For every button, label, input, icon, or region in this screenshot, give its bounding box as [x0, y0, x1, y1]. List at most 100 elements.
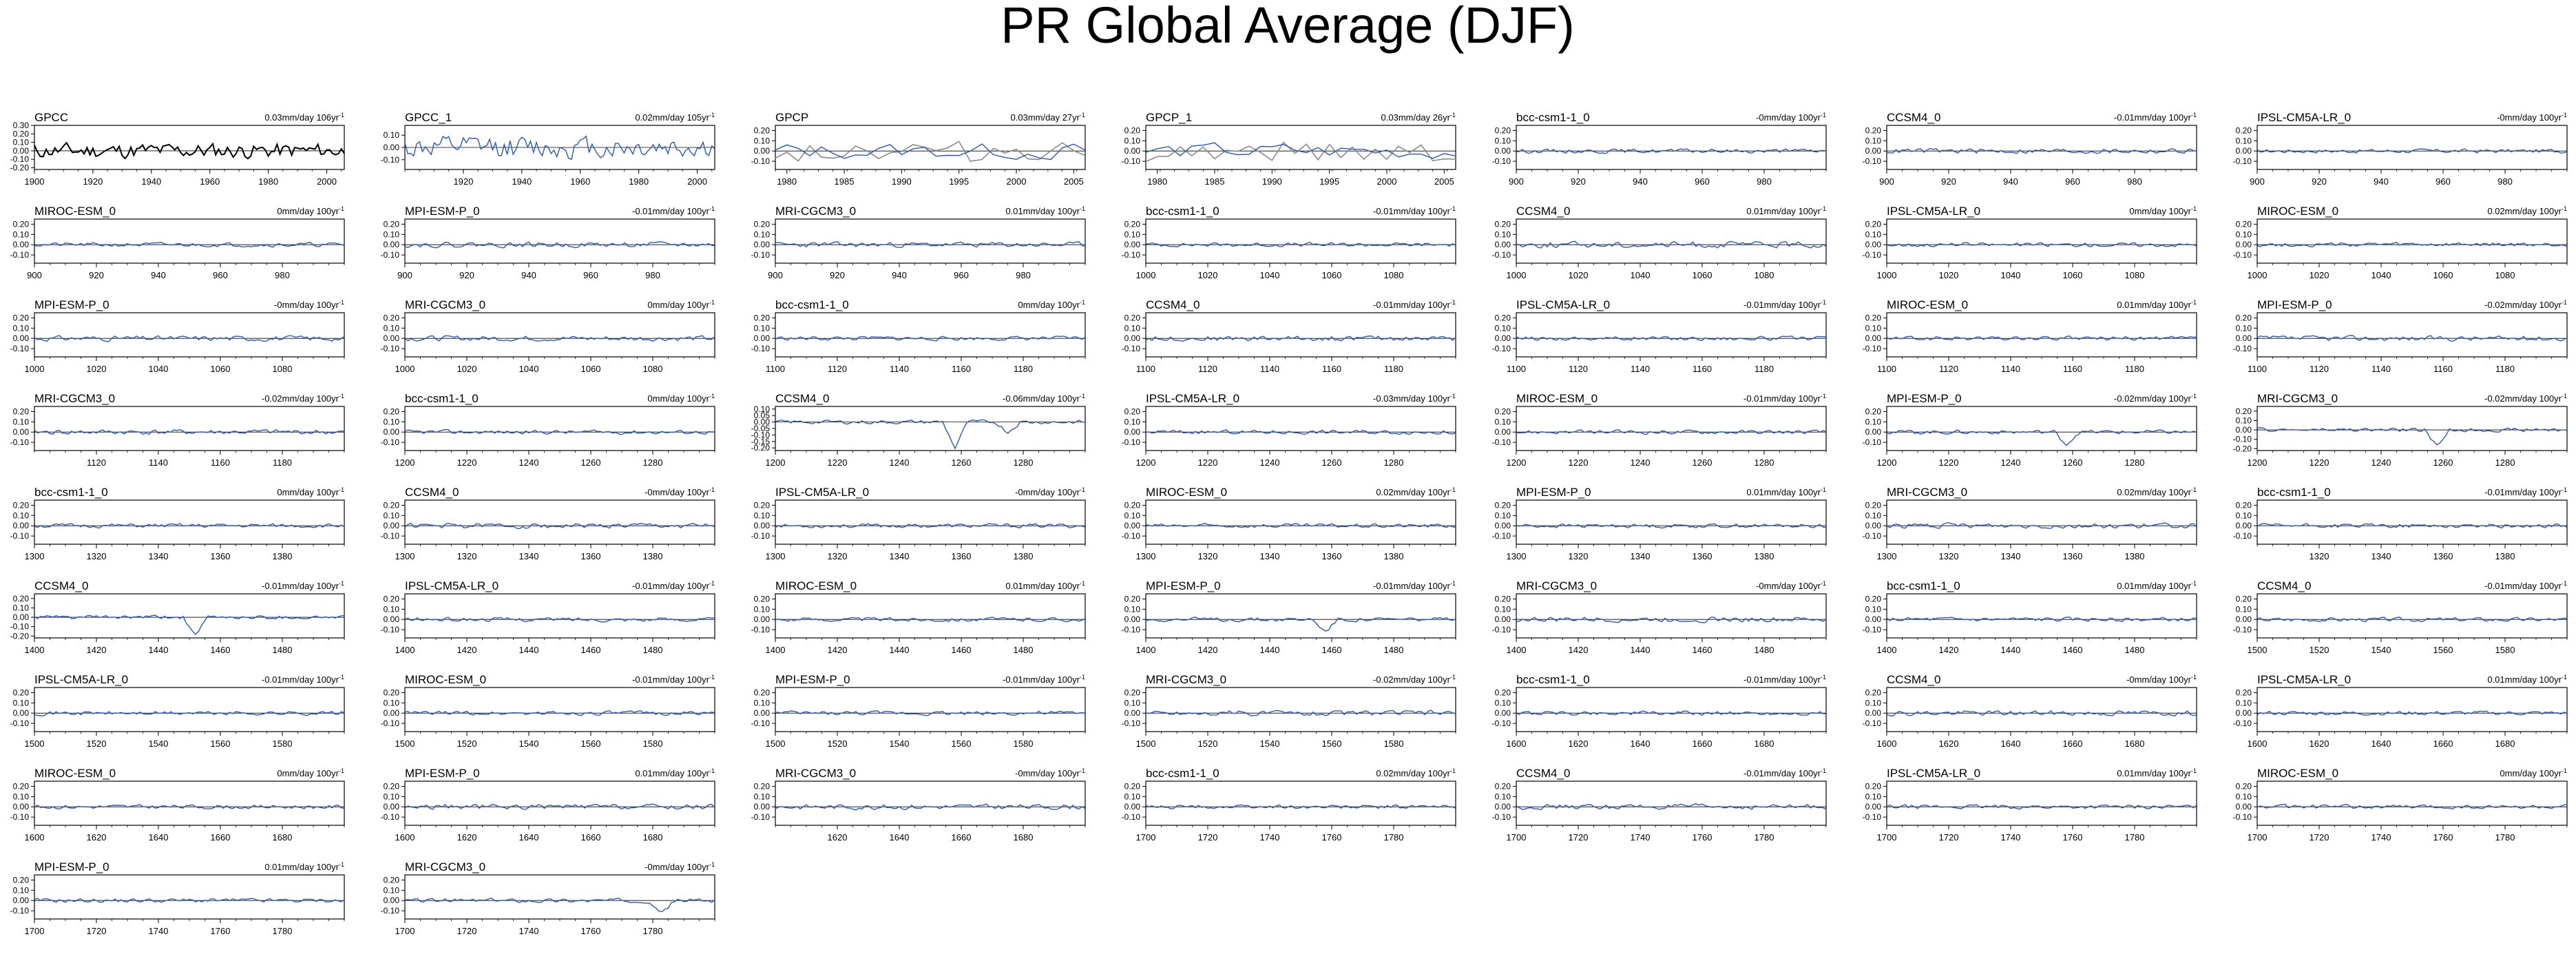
chart-panel: CCSM4_0 -0mm/day 100yr-1 0.200.100.00-0.10…: [381, 486, 715, 561]
y-tick-label: 0.00: [13, 708, 30, 718]
chart-panel: MIROC-ESM_0 0.02mm/day 100yr-1 0.200.100.0…: [2233, 205, 2568, 280]
x-tick-label: 1100: [1507, 364, 1526, 374]
plot-frame: [34, 406, 345, 451]
x-tick-label: 1020: [87, 364, 107, 374]
x-tick-label: 1520: [1198, 738, 1218, 749]
panel-title: MIROC-ESM_0: [775, 579, 857, 592]
y-tick-label: 0.00: [2236, 425, 2252, 435]
y-tick-label: 0.20: [13, 688, 30, 697]
panel-trend: -0mm/day 100yr-1: [1015, 486, 1085, 497]
y-tick-label: 0.10: [1865, 323, 1882, 333]
chart-panel: MPI-ESM-P_0 -0.01mm/day 100yr-1 0.200.100.…: [381, 205, 715, 280]
chart-panel: IPSL-CM5A-LR_0 0mm/day 100yr-1 0.200.100.0…: [1863, 205, 2197, 280]
panel-title: MPI-ESM-P_0: [2257, 298, 2332, 311]
series-line: [34, 804, 345, 810]
series-line: [775, 241, 1086, 248]
plot-frame: [34, 218, 345, 264]
x-tick-label: 1200: [395, 457, 415, 468]
x-tick-label: 1000: [1507, 270, 1527, 280]
y-tick-label: 0.10: [754, 604, 771, 614]
x-tick-label: 1140: [890, 364, 909, 374]
y-tick-label: 0.00: [1495, 614, 1511, 624]
series-line: [1886, 710, 2197, 717]
x-tick-label: 980: [645, 270, 660, 280]
chart-panel: IPSL-CM5A-LR_0 -0.03mm/day 100yr-1 0.200.1…: [1122, 392, 1456, 468]
x-tick-label: 1100: [2248, 364, 2267, 374]
plot-frame: [1145, 218, 1456, 264]
panel-title: bcc-csm1-1_0: [1887, 579, 1960, 592]
panel-trend: 0mm/day 100yr-1: [2500, 767, 2567, 778]
x-tick-label: 1280: [2125, 457, 2145, 468]
chart-panel: IPSL-CM5A-LR_0 0.01mm/day 100yr-1 0.200.10…: [2233, 673, 2568, 749]
x-tick-label: 1060: [2433, 270, 2453, 280]
panel-title: bcc-csm1-1_0: [775, 298, 849, 311]
plot-frame: [404, 312, 715, 358]
trend-exponent: -1: [1450, 580, 1456, 587]
panel-title: IPSL-CM5A-LR_0: [2257, 111, 2351, 124]
chart-panel: bcc-csm1-1_0 0mm/day 100yr-10.200.100.00-…: [10, 486, 345, 561]
panel-title: CCSM4_0: [1516, 205, 1570, 218]
y-tick-label: 0.10: [13, 698, 30, 707]
plot-frame: [775, 218, 1086, 264]
series-line: [1886, 335, 2197, 341]
x-tick-label: 1920: [453, 176, 473, 187]
x-tick-label: 1580: [2495, 645, 2515, 655]
y-tick-label: 0.30: [13, 121, 30, 130]
x-tick-label: 1240: [2001, 457, 2021, 468]
y-tick-label: -0.10: [10, 531, 30, 541]
trend-exponent: -1: [709, 205, 715, 212]
series-line: [2256, 803, 2568, 810]
y-tick-label: 0.20: [384, 688, 400, 697]
trend-exponent: -1: [1450, 112, 1456, 118]
panel-trend: -0.01mm/day 100yr-1: [1743, 767, 1826, 778]
series-line: [404, 335, 715, 342]
trend-exponent: -1: [2191, 674, 2197, 681]
x-tick-label: 1600: [2248, 738, 2268, 749]
x-tick-label: 1440: [1260, 645, 1280, 655]
y-tick-label: 0.10: [13, 229, 30, 239]
y-tick-label: 0.20: [754, 219, 771, 229]
x-tick-label: 1640: [1631, 738, 1651, 749]
x-tick-label: 1380: [273, 551, 293, 561]
trend-exponent: -1: [1080, 767, 1085, 774]
y-tick-label: 0.20: [384, 313, 400, 322]
x-tick-label: 1720: [1939, 832, 1959, 843]
x-tick-label: 1200: [1136, 457, 1156, 468]
x-tick-label: 1500: [25, 738, 45, 749]
y-tick-label: -0.10: [1122, 437, 1141, 447]
plot-frame: [2256, 312, 2568, 358]
x-tick-label: 1780: [1755, 832, 1774, 843]
series-line: [1516, 429, 1827, 435]
y-tick-label: 0.20: [2236, 688, 2252, 697]
x-tick-label: 1740: [149, 926, 169, 936]
panel-trend: 0.01mm/day 100yr-1: [2487, 674, 2567, 685]
panel-trend: -0mm/day 100yr-1: [274, 299, 344, 310]
trend-exponent: -1: [1080, 393, 1085, 400]
chart-panel: bcc-csm1-1_0 0mm/day 100yr-10.200.100.00-…: [381, 392, 715, 468]
x-tick-label: 1540: [890, 738, 910, 749]
plot-frame: [2256, 593, 2568, 639]
x-tick-label: 1320: [457, 551, 477, 561]
x-tick-label: 1360: [211, 551, 231, 561]
plot-frame: [404, 499, 715, 545]
panel-trend: -0.01mm/day 100yr-1: [632, 580, 715, 591]
panel-trend: 0.03mm/day 106yr-1: [264, 112, 344, 123]
y-tick-label: 0.00: [1865, 614, 1882, 624]
y-tick-label: 0.10: [2236, 510, 2252, 520]
series-line: [775, 143, 1086, 161]
trend-exponent: -1: [1821, 767, 1826, 774]
y-tick-label: 0.00: [1865, 802, 1882, 812]
x-tick-label: 1400: [1507, 645, 1527, 655]
y-tick-label: 0.10: [1495, 792, 1511, 801]
x-tick-label: 1540: [519, 738, 539, 749]
x-tick-label: 1300: [1136, 551, 1156, 561]
series-line: [2256, 523, 2568, 529]
y-tick-label: -0.10: [2233, 719, 2252, 728]
panel-title: MIROC-ESM_0: [405, 673, 486, 686]
panel-trend: 0.01mm/day 100yr-1: [2117, 767, 2197, 778]
plot-frame: [1886, 593, 2197, 639]
series-line: [404, 135, 715, 161]
y-tick-label: 0.00: [384, 614, 400, 624]
series-line: [1516, 803, 1827, 811]
x-tick-label: 1200: [2248, 457, 2268, 468]
